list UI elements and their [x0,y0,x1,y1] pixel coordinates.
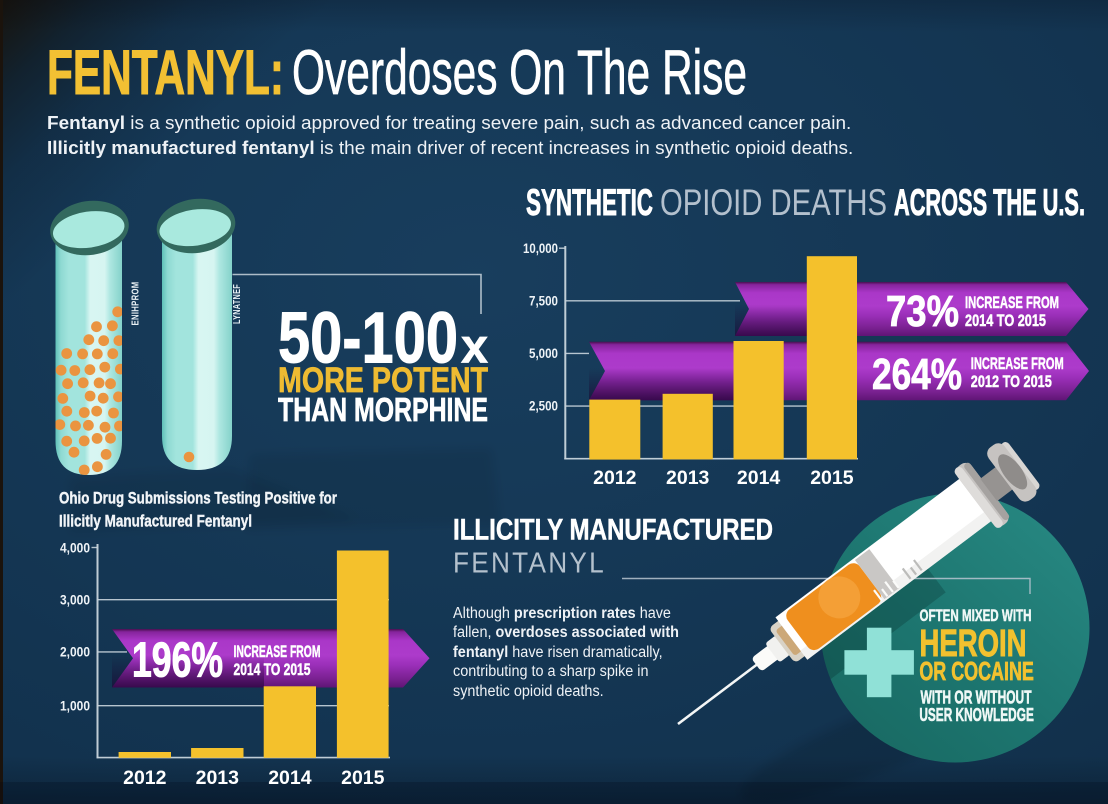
svg-text:4,000: 4,000 [60,540,90,556]
svg-text:OR COCAINE: OR COCAINE [919,656,1034,686]
svg-text:HEROIN: HEROIN [920,623,1027,665]
svg-text:SYNTHETIC: SYNTHETIC [526,182,653,223]
svg-text:2012: 2012 [123,767,167,789]
svg-text:5,000: 5,000 [529,345,558,361]
svg-text:2012: 2012 [593,467,637,489]
svg-text:Overdoses On The Rise: Overdoses On The Rise [292,38,747,108]
svg-text:10,000: 10,000 [523,240,558,256]
svg-text:FENTANYL: FENTANYL [453,548,606,580]
svg-text:2015: 2015 [341,767,385,789]
svg-text:INCREASE FROM: INCREASE FROM [971,354,1064,373]
svg-text:ILLICITLY MANUFACTURED: ILLICITLY MANUFACTURED [453,514,773,547]
svg-text:ACROSS THE U.S.: ACROSS THE U.S. [894,182,1085,223]
svg-text:50-100: 50-100 [278,299,458,379]
svg-text:7,500: 7,500 [529,293,558,309]
svg-text:WITH OR WITHOUT: WITH OR WITHOUT [921,688,1032,708]
svg-text:2014 TO 2015: 2014 TO 2015 [965,311,1046,330]
svg-text:2014: 2014 [268,767,312,789]
svg-text:USER KNOWLEDGE: USER KNOWLEDGE [919,705,1034,725]
svg-text:1,000: 1,000 [60,698,90,714]
svg-text:ENIHPROM: ENIHPROM [130,282,142,326]
svg-text:264%: 264% [872,350,962,399]
svg-text:OFTEN MIXED WITH: OFTEN MIXED WITH [920,606,1032,625]
svg-text:2014: 2014 [737,467,781,489]
svg-text:THAN MORPHINE: THAN MORPHINE [278,392,488,429]
svg-text:2014 TO 2015: 2014 TO 2015 [234,660,311,679]
svg-text:INCREASE FROM: INCREASE FROM [234,642,321,661]
svg-text:x: x [461,321,488,374]
svg-text:LYNATNEF: LYNATNEF [231,284,243,324]
svg-text:Illicitly Manufactured Fentany: Illicitly Manufactured Fentanyl [59,513,252,531]
svg-text:2,000: 2,000 [60,644,90,660]
svg-text:Ohio Drug Submissions Testing: Ohio Drug Submissions Testing Positive f… [59,490,337,508]
svg-text:INCREASE FROM: INCREASE FROM [965,293,1059,312]
svg-text:196%: 196% [132,634,223,688]
svg-text:FENTANYL:: FENTANYL: [47,38,284,108]
svg-text:73%: 73% [886,287,959,336]
svg-text:3,000: 3,000 [60,592,90,608]
svg-text:2013: 2013 [196,767,240,789]
svg-text:MORE POTENT: MORE POTENT [278,361,488,400]
svg-text:2015: 2015 [810,467,854,489]
svg-text:2,500: 2,500 [529,398,558,414]
svg-text:2012 TO 2015: 2012 TO 2015 [971,372,1052,391]
svg-text:OPIOID DEATHS: OPIOID DEATHS [660,182,887,223]
svg-text:2013: 2013 [666,467,710,489]
